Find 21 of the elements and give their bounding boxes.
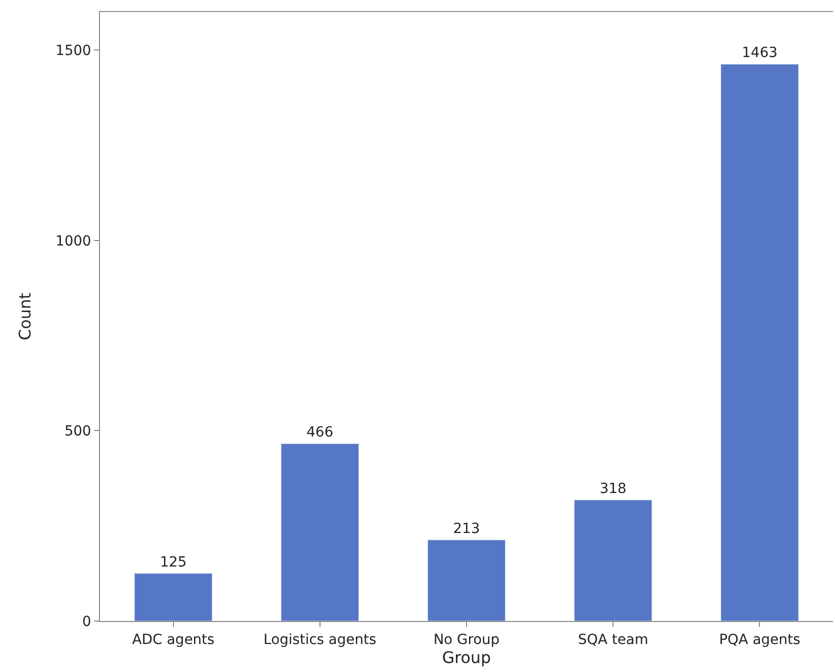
data-label: 318 [600,480,626,497]
bar [134,573,212,621]
x-tick-label: SQA team [578,632,648,648]
x-tick-label: Logistics agents [264,632,376,648]
data-label: 466 [306,424,334,441]
y-tick-label: 500 [64,424,92,440]
data-label: 1463 [742,45,778,62]
x-axis-title: Group [442,648,491,667]
y-tick-label: 1500 [56,42,92,59]
y-axis-title: Count [15,292,34,340]
bar [574,500,652,621]
data-label: 125 [160,554,187,570]
x-tick-label: ADC agents [132,632,214,648]
y-tick-label: 1000 [56,233,92,250]
bar [427,540,506,621]
bar [280,443,359,621]
data-label: 213 [453,520,480,537]
x-tick-label: No Group [433,632,500,648]
bar [720,64,799,621]
x-tick-label: PQA agents [719,632,800,648]
y-tick-label: 0 [82,614,92,630]
